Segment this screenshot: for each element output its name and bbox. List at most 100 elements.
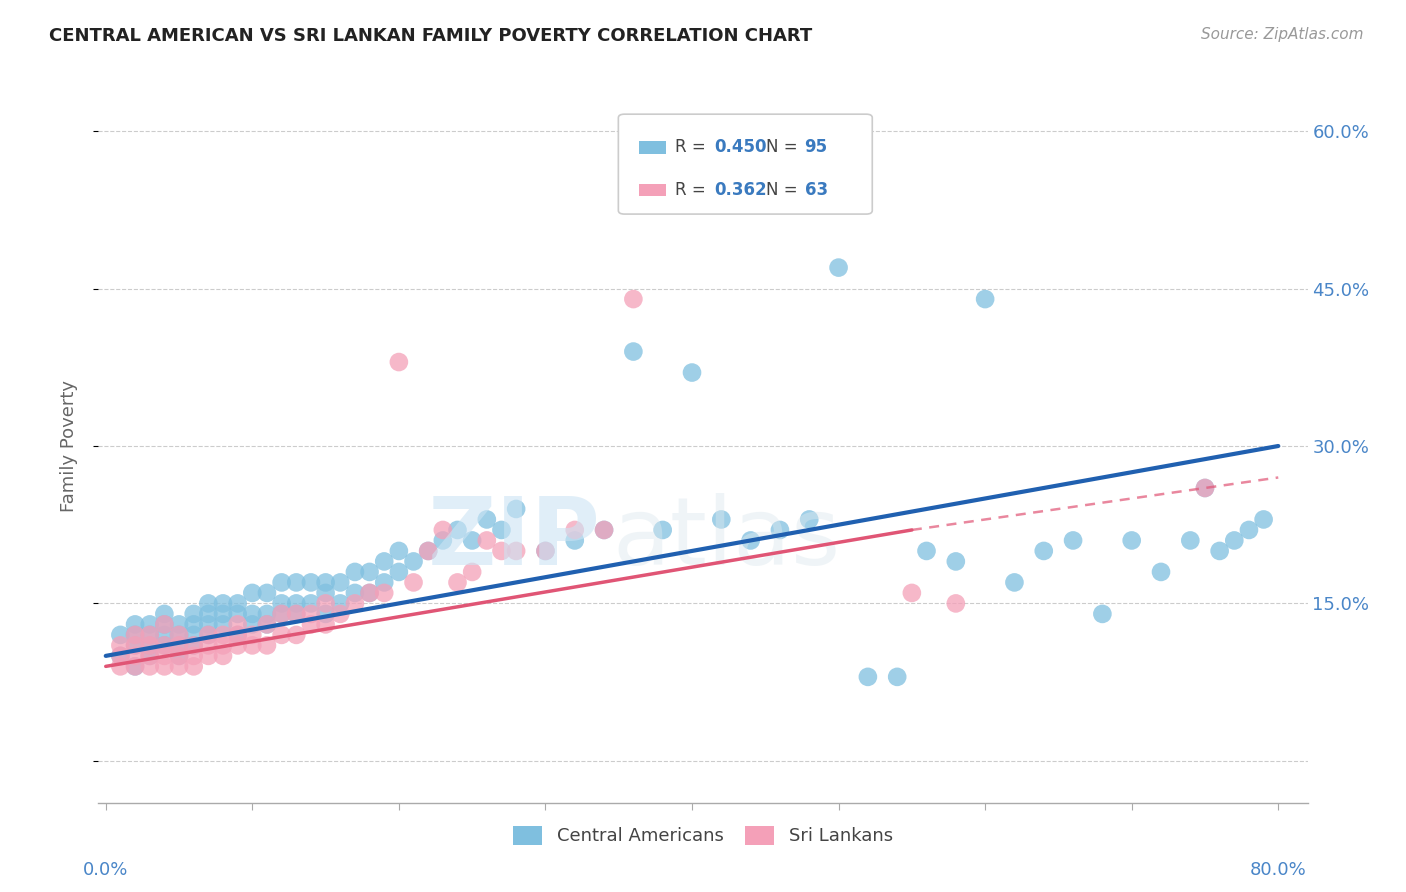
Text: Source: ZipAtlas.com: Source: ZipAtlas.com: [1201, 27, 1364, 42]
Point: [446, 575, 468, 590]
Point: [167, 648, 190, 663]
Point: [226, 617, 249, 632]
Point: [915, 544, 938, 558]
Point: [681, 366, 703, 380]
Point: [402, 575, 425, 590]
Point: [315, 607, 337, 621]
Point: [491, 523, 513, 537]
Point: [256, 586, 278, 600]
Point: [475, 533, 498, 548]
Point: [167, 659, 190, 673]
Point: [1253, 512, 1275, 526]
Point: [329, 607, 352, 621]
Point: [299, 617, 322, 632]
Point: [212, 596, 235, 610]
Point: [197, 607, 219, 621]
Point: [197, 617, 219, 632]
Point: [945, 554, 967, 568]
Point: [1208, 544, 1230, 558]
Point: [564, 533, 586, 548]
Point: [1223, 533, 1246, 548]
Point: [167, 617, 190, 632]
Point: [183, 659, 205, 673]
Point: [769, 523, 792, 537]
Point: [197, 628, 219, 642]
Point: [124, 659, 146, 673]
Point: [285, 596, 308, 610]
Point: [359, 565, 381, 579]
Point: [197, 596, 219, 610]
Text: 0.362: 0.362: [714, 181, 766, 199]
Point: [240, 639, 263, 653]
Point: [343, 596, 366, 610]
Point: [740, 533, 762, 548]
Point: [505, 544, 527, 558]
Point: [270, 628, 292, 642]
Point: [315, 617, 337, 632]
Point: [197, 648, 219, 663]
Text: ZIP: ZIP: [427, 492, 600, 585]
Point: [621, 292, 644, 306]
Point: [124, 628, 146, 642]
Point: [270, 575, 292, 590]
Point: [315, 586, 337, 600]
Point: [124, 628, 146, 642]
FancyBboxPatch shape: [638, 141, 665, 153]
Point: [799, 512, 821, 526]
Point: [1150, 565, 1173, 579]
Point: [240, 607, 263, 621]
Point: [138, 648, 160, 663]
Point: [1032, 544, 1054, 558]
Point: [124, 659, 146, 673]
Text: 0.0%: 0.0%: [83, 861, 128, 879]
Point: [373, 586, 395, 600]
Text: R =: R =: [675, 181, 711, 199]
Point: [446, 523, 468, 537]
Point: [621, 344, 644, 359]
Point: [359, 586, 381, 600]
FancyBboxPatch shape: [638, 184, 665, 196]
Point: [343, 565, 366, 579]
Point: [138, 628, 160, 642]
Point: [461, 565, 484, 579]
Text: atlas: atlas: [613, 492, 841, 585]
Point: [491, 544, 513, 558]
Point: [110, 648, 132, 663]
Point: [183, 628, 205, 642]
Point: [1194, 481, 1216, 495]
Point: [226, 639, 249, 653]
Point: [315, 596, 337, 610]
Point: [388, 355, 411, 369]
Point: [856, 670, 879, 684]
Point: [212, 617, 235, 632]
Point: [110, 628, 132, 642]
Point: [285, 628, 308, 642]
Text: R =: R =: [675, 138, 711, 156]
Point: [388, 544, 411, 558]
Point: [212, 639, 235, 653]
Point: [226, 596, 249, 610]
Text: 80.0%: 80.0%: [1250, 861, 1306, 879]
Point: [359, 586, 381, 600]
Point: [373, 575, 395, 590]
Point: [153, 639, 176, 653]
Point: [212, 628, 235, 642]
Point: [240, 628, 263, 642]
Point: [886, 670, 908, 684]
Point: [138, 628, 160, 642]
Text: N =: N =: [766, 138, 803, 156]
Point: [432, 523, 454, 537]
Point: [110, 648, 132, 663]
Point: [167, 639, 190, 653]
Point: [1121, 533, 1143, 548]
Point: [1004, 575, 1026, 590]
Point: [299, 607, 322, 621]
Point: [212, 607, 235, 621]
Point: [710, 512, 733, 526]
Point: [974, 292, 997, 306]
Point: [138, 639, 160, 653]
Point: [1180, 533, 1202, 548]
Point: [343, 586, 366, 600]
Point: [1062, 533, 1084, 548]
Point: [183, 617, 205, 632]
